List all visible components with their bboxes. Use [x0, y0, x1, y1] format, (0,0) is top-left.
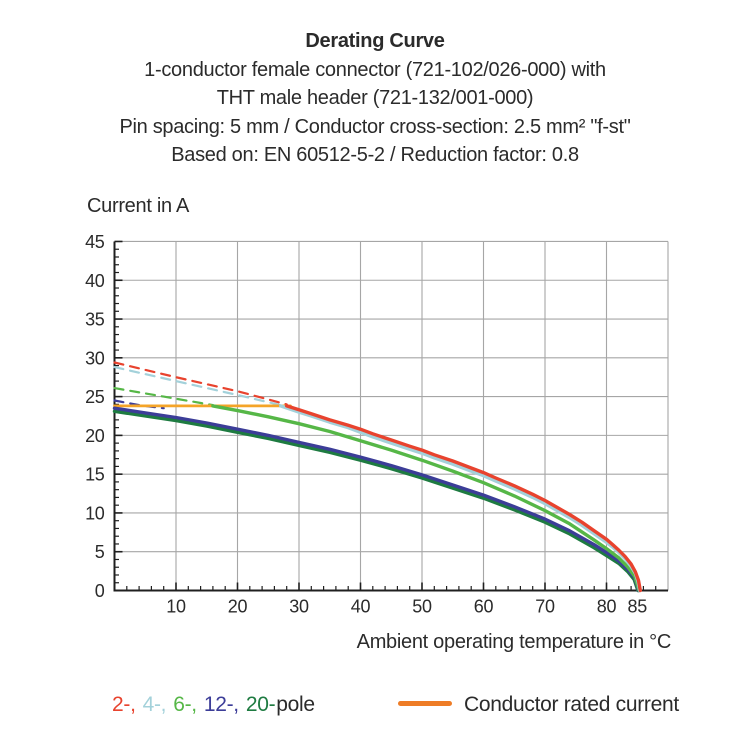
- series-6-pole: [211, 404, 641, 593]
- x-tick-label: 30: [289, 597, 309, 617]
- y-tick-label: 10: [85, 503, 105, 523]
- rated-current-label: Conductor rated current: [464, 693, 679, 716]
- y-tick-label: 35: [85, 310, 105, 330]
- y-tick-label: 25: [85, 387, 105, 407]
- x-tick-label: 40: [351, 597, 371, 617]
- x-axis-label: Ambient operating temperature in °C: [356, 631, 672, 653]
- title-block: Derating Curve 1-conductor female connec…: [0, 27, 750, 170]
- y-tick-label: 45: [85, 232, 105, 252]
- y-tick-label: 15: [85, 465, 105, 485]
- series-2-pole-uncapped: [113, 361, 288, 406]
- x-tick-label: 50: [412, 597, 432, 617]
- x-tick-label: 60: [474, 597, 494, 617]
- series-20-pole: [112, 409, 640, 593]
- x-tick-label: 80: [597, 597, 617, 617]
- chart-title: Derating Curve: [305, 30, 445, 52]
- rated-current-line-swatch: [398, 700, 452, 706]
- chart-subtitle-header: THT male header (721-132/001-000): [216, 87, 534, 109]
- y-tick-label: 30: [85, 348, 105, 368]
- legend-pole-item: 4-,: [142, 693, 167, 716]
- legend-rated-group: Conductor rated current: [398, 693, 679, 717]
- series-4-pole-uncapped: [113, 366, 282, 407]
- y-tick-label: 0: [95, 581, 105, 601]
- legend-pole-suffix: pole: [276, 693, 315, 716]
- series-12-pole: [112, 406, 641, 593]
- legend-pole-item: 2-,: [112, 693, 136, 716]
- chart-subtitle-spacing: Pin spacing: 5 mm / Conductor cross-sect…: [119, 115, 631, 138]
- chart-subtitle-connector: 1-conductor female connector (721-102/02…: [144, 58, 606, 81]
- x-tick-label: 85: [628, 597, 648, 617]
- x-tick-label: 10: [166, 597, 186, 617]
- x-tick-label: 20: [228, 597, 248, 617]
- y-axis-label: Current in A: [87, 195, 190, 217]
- legend-pole-group: 2-, 4-, 6-, 12-, 20-pole: [112, 693, 315, 717]
- legend-pole-item: 20-: [245, 693, 276, 716]
- legend-pole-item: 12-,: [203, 693, 239, 716]
- legend-row: 2-, 4-, 6-, 12-, 20-pole Conductor rated cur…: [0, 693, 750, 723]
- x-tick-label: 70: [535, 597, 555, 617]
- legend-pole-item: 6-,: [173, 693, 197, 716]
- series-6-pole-uncapped: [113, 387, 214, 407]
- y-tick-label: 20: [85, 426, 105, 446]
- y-tick-label: 40: [85, 271, 105, 291]
- chart-subtitle-standard: Based on: EN 60512-5-2 / Reduction facto…: [171, 144, 579, 166]
- series-2-pole: [285, 404, 642, 593]
- y-tick-label: 5: [95, 542, 105, 562]
